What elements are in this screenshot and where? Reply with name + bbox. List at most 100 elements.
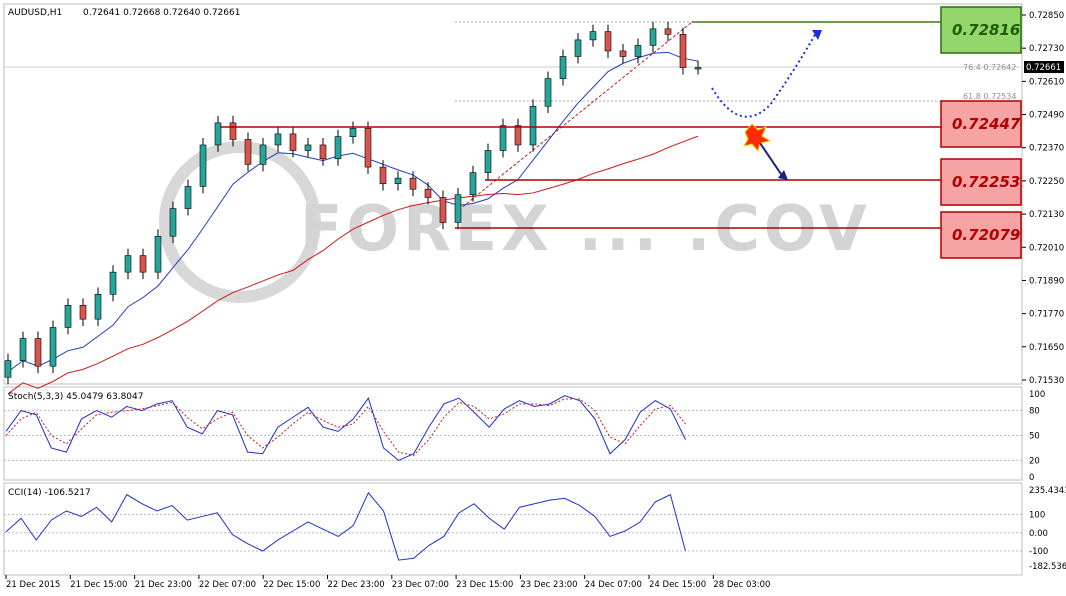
candle-35 bbox=[529, 99, 537, 152]
level-label-3: 0.72079 bbox=[952, 226, 1020, 244]
candle-37 bbox=[559, 49, 567, 86]
level-box-0: 0.72816 bbox=[940, 6, 1022, 54]
candle-1 bbox=[19, 331, 27, 368]
price-tick-label-6: 0.72130 bbox=[1029, 210, 1064, 220]
candle-40 bbox=[604, 24, 612, 58]
ma-fast-line bbox=[7, 51, 699, 373]
stoch-tick-label-2: 50 bbox=[1029, 432, 1040, 442]
candle-4 bbox=[64, 298, 72, 335]
candle-33 bbox=[499, 118, 507, 158]
candle-36 bbox=[544, 71, 552, 114]
time-tick-label-3: 22 Dec 07:00 bbox=[199, 580, 256, 590]
time-tick-label-1: 21 Dec 15:00 bbox=[70, 580, 127, 590]
candle-31 bbox=[469, 165, 477, 202]
candle-9 bbox=[139, 248, 147, 280]
candle-2 bbox=[34, 331, 42, 374]
watermark: FOREX ... .COV bbox=[159, 141, 867, 303]
stoch-label: Stoch(5,3,3) 45.0479 63.8047 bbox=[8, 392, 143, 402]
candle-20 bbox=[304, 138, 312, 158]
price-tick-label-8: 0.71890 bbox=[1029, 276, 1064, 286]
candle-15 bbox=[229, 115, 237, 147]
candle-42 bbox=[634, 38, 642, 64]
current-price-text: 0.72661 bbox=[1026, 63, 1061, 73]
level-box-1: 0.72447 bbox=[940, 100, 1022, 148]
time-tick-label-10: 24 Dec 15:00 bbox=[649, 580, 706, 590]
cci-tick-label-1: 100 bbox=[1029, 511, 1045, 521]
cci-panel bbox=[3, 482, 1023, 576]
candle-5 bbox=[79, 298, 87, 327]
price-tick-label-7: 0.72010 bbox=[1029, 243, 1064, 253]
time-tick-label-6: 23 Dec 07:00 bbox=[392, 580, 449, 590]
time-tick-label-7: 23 Dec 15:00 bbox=[456, 580, 513, 590]
stoch-d-line bbox=[5, 398, 686, 456]
candle-16 bbox=[244, 132, 252, 172]
level-label-2: 0.72253 bbox=[952, 173, 1020, 191]
level-label-1: 0.72447 bbox=[952, 115, 1021, 133]
candle-12 bbox=[184, 179, 192, 216]
time-tick-label-0: 21 Dec 2015 bbox=[6, 580, 60, 590]
candle-26 bbox=[394, 171, 402, 191]
candle-17 bbox=[259, 138, 267, 172]
time-tick-label-9: 24 Dec 07:00 bbox=[585, 580, 642, 590]
candle-32 bbox=[484, 143, 492, 180]
candle-23 bbox=[349, 121, 357, 144]
candle-8 bbox=[124, 248, 132, 280]
cci-label: CCI(14) -106.5217 bbox=[8, 488, 91, 498]
candle-44 bbox=[664, 21, 672, 42]
candle-18 bbox=[274, 126, 282, 152]
price-tick-label-4: 0.72370 bbox=[1029, 144, 1064, 154]
candle-46 bbox=[694, 60, 702, 75]
candle-27 bbox=[409, 171, 417, 197]
price-tick-label-10: 0.71650 bbox=[1029, 343, 1064, 353]
price-tick-label-0: 0.72850 bbox=[1029, 11, 1064, 21]
candle-10 bbox=[154, 229, 162, 280]
candle-19 bbox=[289, 126, 297, 158]
fib-label-76: 76.4 0.72642 bbox=[963, 63, 1016, 72]
candle-34 bbox=[514, 118, 522, 152]
level-box-2: 0.72253 bbox=[940, 158, 1022, 206]
price-tick-label-11: 0.71530 bbox=[1029, 376, 1064, 386]
fib-label-61: 61.8 0.72534 bbox=[963, 92, 1016, 101]
time-tick-label-5: 22 Dec 23:00 bbox=[328, 580, 385, 590]
stoch-tick-label-3: 20 bbox=[1029, 456, 1040, 466]
candle-29 bbox=[439, 190, 447, 230]
price-tick-label-5: 0.72250 bbox=[1029, 177, 1064, 187]
chart-ohlc: 0.72641 0.72668 0.72640 0.72661 bbox=[83, 8, 240, 18]
candle-28 bbox=[424, 182, 432, 205]
candle-11 bbox=[169, 201, 177, 244]
price-tick-label-2: 0.72610 bbox=[1029, 77, 1064, 87]
level-label-0: 0.72816 bbox=[952, 21, 1020, 39]
cci-tick-label-3: -100 bbox=[1029, 547, 1048, 557]
forecast-down-arrowhead bbox=[778, 170, 788, 180]
candle-13 bbox=[199, 138, 207, 194]
chart-symbol: AUDUSD,H1 bbox=[8, 8, 62, 18]
time-tick-label-11: 28 Dec 03:00 bbox=[713, 580, 770, 590]
candle-41 bbox=[619, 44, 627, 64]
current-price-badge bbox=[1024, 61, 1064, 73]
stoch-tick-label-1: 80 bbox=[1029, 407, 1040, 417]
candle-38 bbox=[574, 32, 582, 64]
fib-trend-line bbox=[454, 21, 693, 214]
price-tick-label-9: 0.71770 bbox=[1029, 310, 1064, 320]
candle-7 bbox=[109, 265, 117, 302]
stoch-panel bbox=[3, 386, 1023, 481]
time-tick-label-8: 23 Dec 23:00 bbox=[520, 580, 577, 590]
candle-3 bbox=[49, 320, 57, 374]
candle-21 bbox=[319, 138, 327, 166]
candle-14 bbox=[214, 115, 222, 152]
candle-0 bbox=[4, 353, 12, 385]
cci-tick-label-4: -182.5367 bbox=[1029, 562, 1066, 572]
ma-slow-line bbox=[7, 135, 699, 395]
time-tick-label-2: 21 Dec 23:00 bbox=[135, 580, 192, 590]
stoch-tick-label-0: 100 bbox=[1029, 390, 1045, 400]
time-tick-label-4: 22 Dec 15:00 bbox=[263, 580, 320, 590]
candle-24 bbox=[364, 121, 372, 174]
candle-39 bbox=[589, 24, 597, 47]
candle-25 bbox=[379, 160, 387, 191]
candle-45 bbox=[679, 27, 687, 75]
candle-30 bbox=[454, 187, 462, 230]
candle-6 bbox=[94, 287, 102, 327]
candle-43 bbox=[649, 21, 657, 53]
price-tick-label-1: 0.72730 bbox=[1029, 44, 1064, 54]
